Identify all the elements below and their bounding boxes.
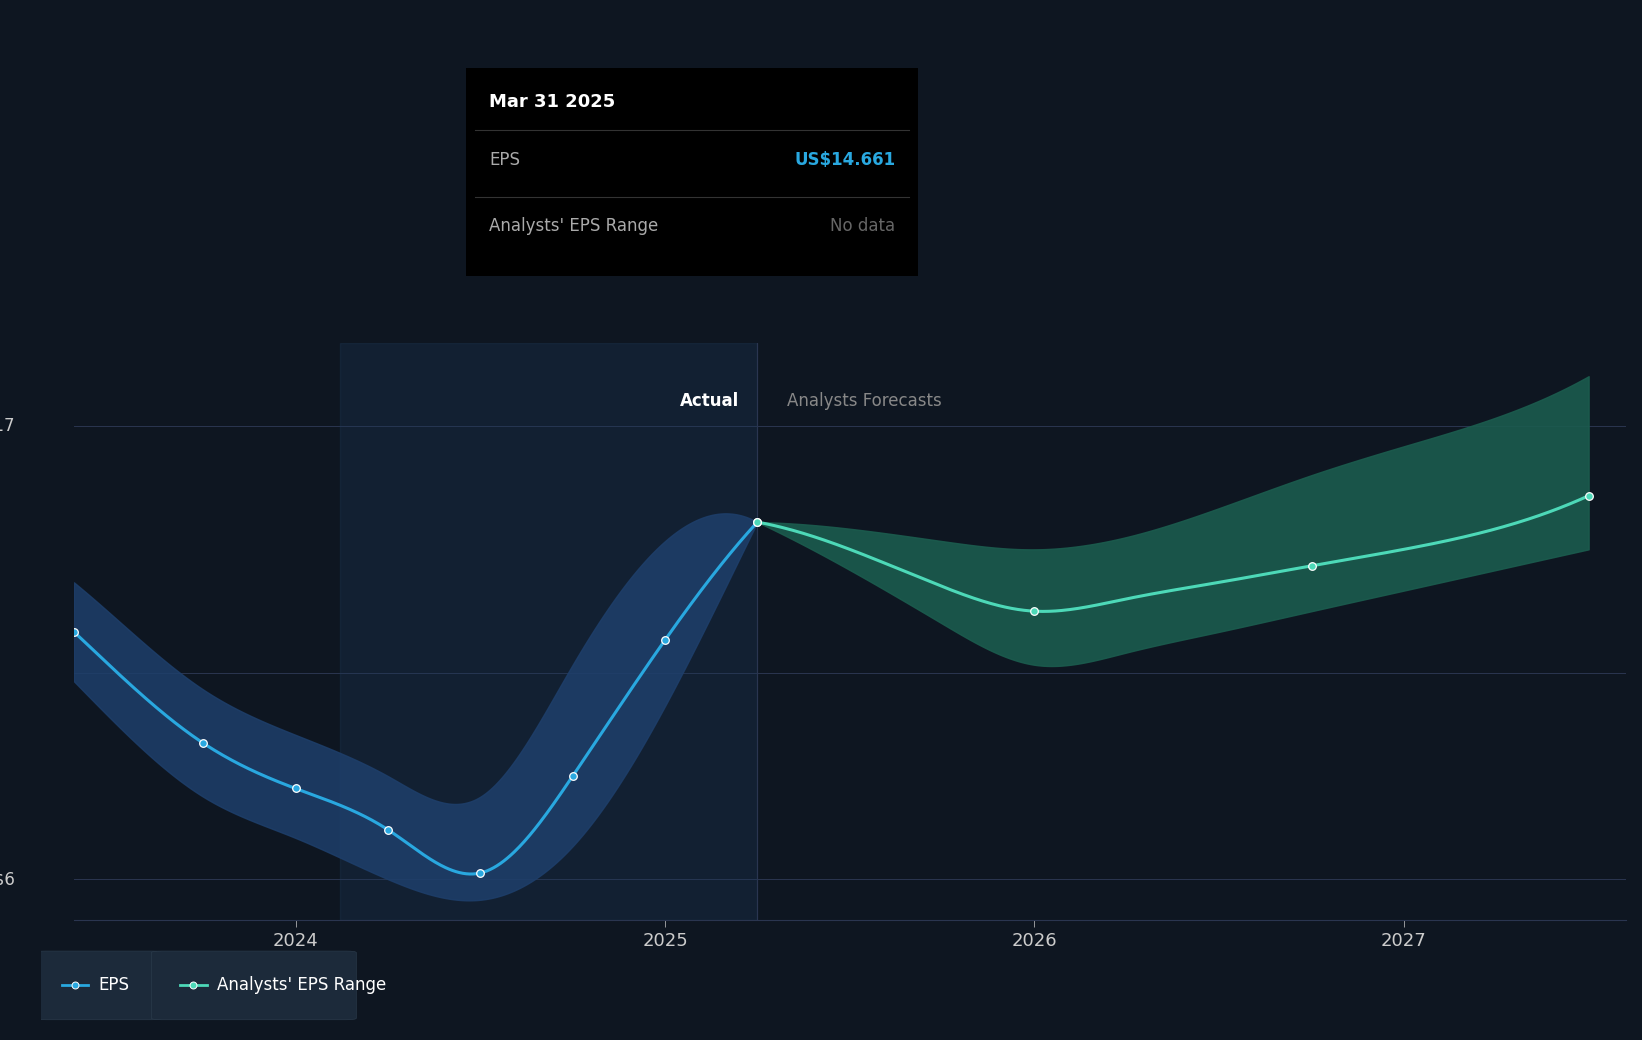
- Text: Actual: Actual: [680, 392, 739, 410]
- Point: [190, 735, 217, 752]
- FancyBboxPatch shape: [151, 951, 356, 1019]
- Point: [468, 864, 494, 881]
- FancyBboxPatch shape: [36, 951, 163, 1019]
- Text: US$17: US$17: [0, 417, 15, 435]
- Point: [282, 780, 309, 797]
- Text: No data: No data: [831, 217, 895, 235]
- Point: [744, 514, 770, 530]
- Text: Analysts Forecasts: Analysts Forecasts: [787, 392, 941, 410]
- Point: [61, 623, 87, 640]
- Point: [1576, 488, 1603, 504]
- Point: [744, 514, 770, 530]
- Point: [1299, 557, 1325, 574]
- Text: US$14.661: US$14.661: [795, 151, 895, 168]
- Text: EPS: EPS: [489, 151, 521, 168]
- Text: Analysts' EPS Range: Analysts' EPS Range: [489, 217, 658, 235]
- Text: EPS: EPS: [99, 977, 130, 994]
- Text: US$6: US$6: [0, 870, 15, 888]
- Point: [374, 822, 401, 838]
- Text: Mar 31 2025: Mar 31 2025: [489, 93, 616, 110]
- Point: [181, 978, 207, 994]
- Bar: [340, 343, 757, 920]
- Point: [1021, 603, 1048, 620]
- Point: [652, 631, 678, 648]
- Text: Analysts' EPS Range: Analysts' EPS Range: [217, 977, 386, 994]
- Point: [560, 768, 586, 784]
- Point: [62, 978, 89, 994]
